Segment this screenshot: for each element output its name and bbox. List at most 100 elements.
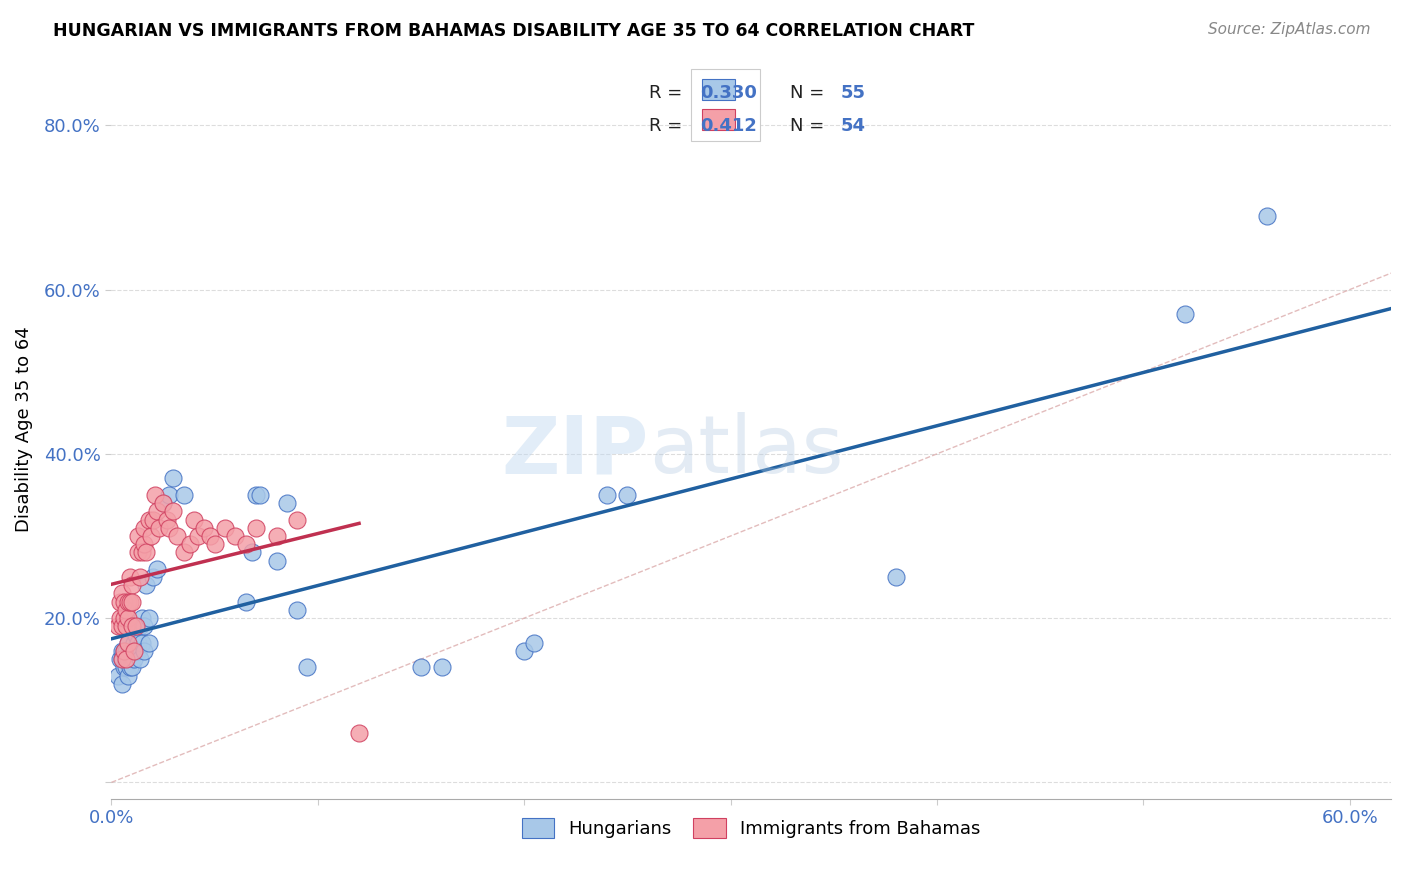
Point bbox=[266, 529, 288, 543]
Point bbox=[1174, 307, 1197, 321]
Point bbox=[134, 644, 156, 658]
Text: R =: R = bbox=[648, 117, 693, 135]
Point bbox=[200, 529, 222, 543]
Point bbox=[134, 619, 156, 633]
Point bbox=[134, 521, 156, 535]
Point bbox=[108, 611, 131, 625]
Text: 0.412: 0.412 bbox=[700, 117, 756, 135]
Point bbox=[122, 644, 145, 658]
Point bbox=[121, 595, 143, 609]
Point bbox=[111, 677, 134, 691]
Text: R =: R = bbox=[648, 84, 688, 102]
Text: N =: N = bbox=[790, 117, 830, 135]
Point bbox=[121, 652, 143, 666]
Point bbox=[297, 660, 319, 674]
Point bbox=[142, 570, 165, 584]
Point bbox=[235, 537, 257, 551]
Point bbox=[117, 595, 139, 609]
Point bbox=[134, 537, 156, 551]
Point bbox=[111, 652, 134, 666]
Point bbox=[214, 521, 236, 535]
Point bbox=[135, 545, 157, 559]
Point bbox=[118, 570, 141, 584]
Point bbox=[193, 521, 215, 535]
Point bbox=[245, 521, 267, 535]
Point bbox=[111, 644, 134, 658]
Point bbox=[139, 529, 162, 543]
Point bbox=[117, 611, 139, 625]
Point bbox=[523, 636, 546, 650]
Point bbox=[118, 595, 141, 609]
Point bbox=[131, 611, 153, 625]
Point bbox=[129, 652, 152, 666]
Point bbox=[121, 619, 143, 633]
Point bbox=[127, 545, 149, 559]
Point bbox=[156, 512, 179, 526]
Point bbox=[884, 570, 907, 584]
Point bbox=[245, 488, 267, 502]
Point bbox=[616, 488, 638, 502]
Point bbox=[129, 570, 152, 584]
Point bbox=[152, 496, 174, 510]
Point bbox=[347, 726, 370, 740]
Point bbox=[131, 636, 153, 650]
Point bbox=[143, 488, 166, 502]
Point bbox=[117, 652, 139, 666]
Point bbox=[115, 660, 138, 674]
Point bbox=[409, 660, 432, 674]
Point bbox=[111, 619, 134, 633]
Point bbox=[162, 504, 184, 518]
Text: N =: N = bbox=[790, 84, 830, 102]
Point bbox=[111, 652, 134, 666]
Point bbox=[118, 644, 141, 658]
Point bbox=[115, 619, 138, 633]
Point bbox=[129, 619, 152, 633]
Point bbox=[108, 652, 131, 666]
Point bbox=[135, 578, 157, 592]
Point bbox=[285, 512, 308, 526]
Point bbox=[179, 537, 201, 551]
Text: ZIP: ZIP bbox=[502, 412, 648, 491]
Text: Source: ZipAtlas.com: Source: ZipAtlas.com bbox=[1208, 22, 1371, 37]
Point bbox=[131, 545, 153, 559]
Point bbox=[138, 636, 160, 650]
Point bbox=[121, 644, 143, 658]
Point bbox=[112, 644, 135, 658]
Point bbox=[112, 660, 135, 674]
Point bbox=[249, 488, 271, 502]
Point bbox=[125, 627, 148, 641]
Point bbox=[596, 488, 619, 502]
Point bbox=[125, 644, 148, 658]
Point bbox=[285, 603, 308, 617]
Text: 55: 55 bbox=[841, 84, 866, 102]
Point bbox=[115, 603, 138, 617]
Point bbox=[108, 595, 131, 609]
Point bbox=[127, 644, 149, 658]
Point bbox=[142, 512, 165, 526]
Point bbox=[117, 668, 139, 682]
Y-axis label: Disability Age 35 to 64: Disability Age 35 to 64 bbox=[15, 326, 32, 533]
Point bbox=[125, 619, 148, 633]
Point bbox=[107, 619, 129, 633]
Text: atlas: atlas bbox=[648, 412, 844, 491]
Point bbox=[224, 529, 246, 543]
Point bbox=[148, 521, 170, 535]
Point bbox=[146, 504, 169, 518]
Point bbox=[111, 586, 134, 600]
Legend: Hungarians, Immigrants from Bahamas: Hungarians, Immigrants from Bahamas bbox=[515, 811, 988, 846]
Point bbox=[115, 652, 138, 666]
Point bbox=[157, 488, 180, 502]
Point bbox=[122, 652, 145, 666]
Point bbox=[513, 644, 536, 658]
Point bbox=[187, 529, 209, 543]
Point bbox=[115, 644, 138, 658]
Point bbox=[127, 529, 149, 543]
Point bbox=[162, 471, 184, 485]
Point bbox=[117, 636, 139, 650]
Point bbox=[112, 595, 135, 609]
Point bbox=[183, 512, 205, 526]
Point bbox=[146, 562, 169, 576]
Point bbox=[240, 545, 263, 559]
Text: 54: 54 bbox=[841, 117, 866, 135]
Point bbox=[173, 545, 195, 559]
